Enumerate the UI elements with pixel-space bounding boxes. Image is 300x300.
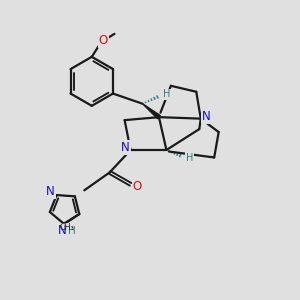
- Text: N: N: [58, 224, 67, 237]
- Text: H: H: [163, 89, 171, 100]
- Text: N: N: [202, 110, 211, 123]
- Polygon shape: [142, 104, 160, 119]
- Text: N: N: [46, 185, 55, 198]
- Text: H: H: [186, 153, 193, 163]
- Text: CH₃: CH₃: [59, 223, 74, 232]
- Text: O: O: [98, 34, 108, 47]
- Text: N: N: [121, 141, 130, 154]
- Text: O: O: [133, 180, 142, 193]
- Text: H: H: [68, 226, 76, 236]
